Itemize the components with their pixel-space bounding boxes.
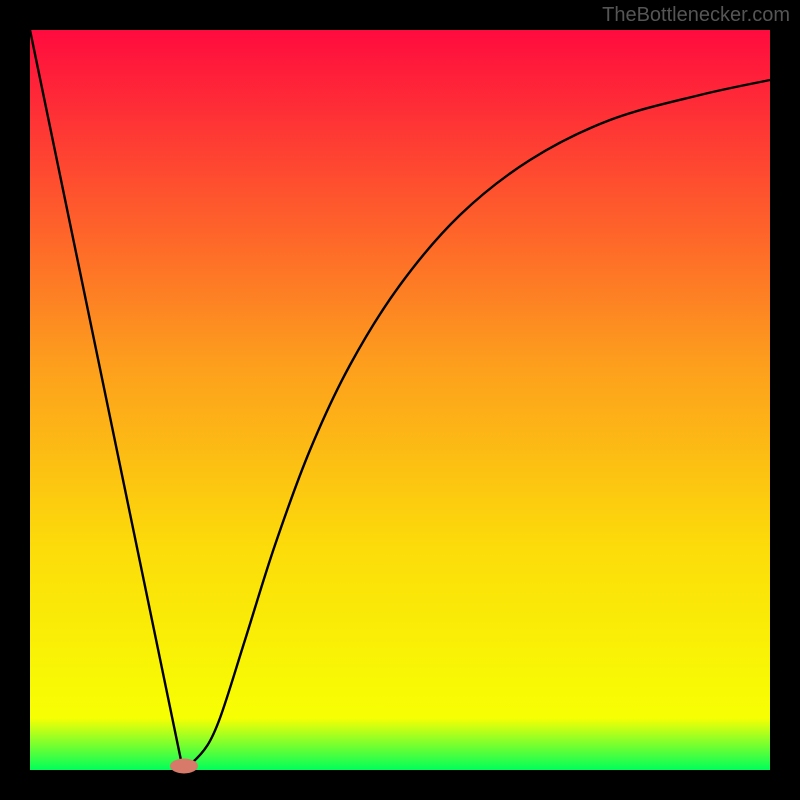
minimum-marker xyxy=(170,759,198,774)
bottleneck-curve xyxy=(30,30,770,770)
curve-svg xyxy=(0,0,800,800)
watermark-text: TheBottlenecker.com xyxy=(602,4,790,27)
chart-container: TheBottlenecker.com xyxy=(0,0,800,800)
